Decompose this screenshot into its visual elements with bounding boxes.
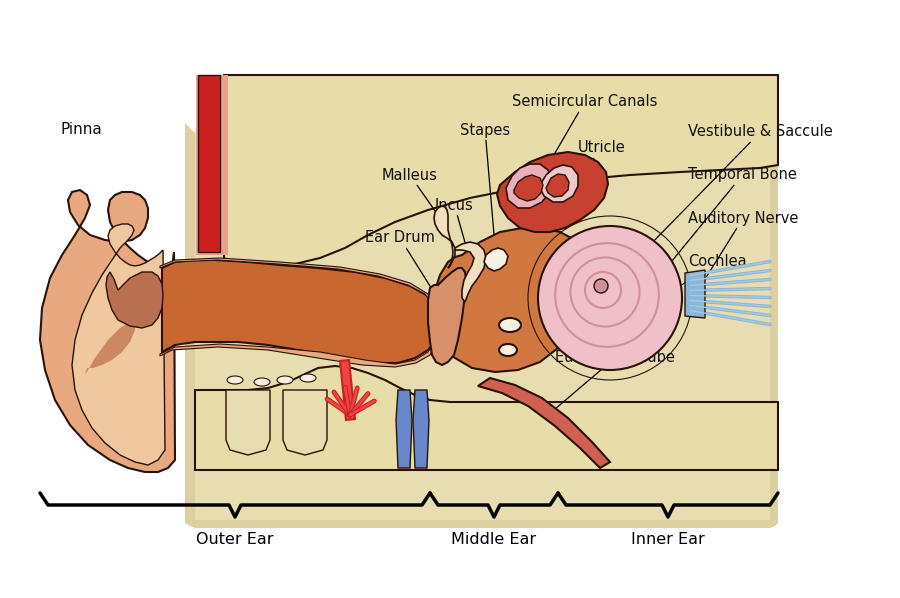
Polygon shape xyxy=(195,130,770,520)
Polygon shape xyxy=(685,270,705,318)
Polygon shape xyxy=(428,268,466,365)
Polygon shape xyxy=(160,338,440,367)
Text: Oval Window: Oval Window xyxy=(516,288,644,325)
Text: Cochlea: Cochlea xyxy=(655,255,747,302)
Polygon shape xyxy=(160,258,438,308)
Text: Eustachian Tube: Eustachian Tube xyxy=(548,350,675,415)
Text: Stapes: Stapes xyxy=(460,123,510,258)
Polygon shape xyxy=(506,164,552,208)
Circle shape xyxy=(538,226,682,370)
Text: Auditory Nerve: Auditory Nerve xyxy=(688,210,798,300)
Ellipse shape xyxy=(499,318,521,332)
Polygon shape xyxy=(540,165,578,202)
Polygon shape xyxy=(413,390,429,468)
Polygon shape xyxy=(455,242,486,302)
Ellipse shape xyxy=(499,344,517,356)
Ellipse shape xyxy=(300,374,316,382)
Polygon shape xyxy=(514,175,543,201)
Text: Malleus: Malleus xyxy=(382,167,447,228)
Polygon shape xyxy=(195,366,778,470)
Polygon shape xyxy=(198,75,220,252)
Polygon shape xyxy=(40,190,175,472)
Text: Ear Drum: Ear Drum xyxy=(365,230,445,310)
Polygon shape xyxy=(85,318,135,375)
Circle shape xyxy=(594,279,608,293)
Polygon shape xyxy=(106,272,163,328)
Text: Inner Ear: Inner Ear xyxy=(631,532,705,547)
Polygon shape xyxy=(185,123,778,528)
Text: Ear Canal: Ear Canal xyxy=(235,301,306,316)
Polygon shape xyxy=(497,152,608,232)
Ellipse shape xyxy=(277,376,293,384)
Polygon shape xyxy=(484,248,508,271)
Text: Vestibule & Saccule: Vestibule & Saccule xyxy=(645,124,832,250)
Polygon shape xyxy=(226,390,270,455)
Polygon shape xyxy=(162,260,440,363)
Polygon shape xyxy=(428,228,590,372)
Text: Middle Ear: Middle Ear xyxy=(452,532,536,547)
Text: Outer Ear: Outer Ear xyxy=(196,532,274,547)
Text: Round Window: Round Window xyxy=(510,313,647,350)
Text: Incus: Incus xyxy=(435,197,473,260)
Polygon shape xyxy=(72,224,165,465)
Polygon shape xyxy=(283,390,327,455)
Text: Concha: Concha xyxy=(148,291,207,306)
Text: Semicircular Canals: Semicircular Canals xyxy=(512,94,657,165)
Ellipse shape xyxy=(227,376,243,384)
Polygon shape xyxy=(434,206,455,268)
Text: Utricle: Utricle xyxy=(562,141,626,198)
Text: Pinna: Pinna xyxy=(60,123,102,138)
Polygon shape xyxy=(546,174,569,197)
Polygon shape xyxy=(224,75,778,266)
Text: Temporal Bone: Temporal Bone xyxy=(658,167,796,278)
Ellipse shape xyxy=(254,378,270,386)
Polygon shape xyxy=(396,390,412,468)
Polygon shape xyxy=(196,75,228,255)
Polygon shape xyxy=(478,378,610,468)
